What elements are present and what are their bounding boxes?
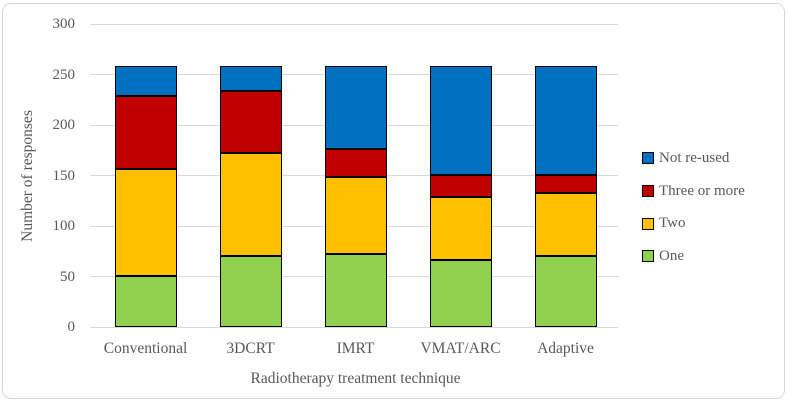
bar-segment-two xyxy=(429,196,492,261)
bar-segment-not-re-used xyxy=(429,66,492,175)
bar-segment-two xyxy=(324,176,387,255)
gridline-0 xyxy=(90,326,618,328)
bar-segment-one xyxy=(534,256,597,327)
y-tick-label-100: 100 xyxy=(52,218,76,234)
legend-swatch-icon xyxy=(642,250,654,263)
gridline-300 xyxy=(90,23,618,25)
bar-segment-three-or-more xyxy=(114,95,177,170)
bar-segment-not-re-used xyxy=(219,66,282,91)
legend-item-three-or-more: Three or more xyxy=(642,175,745,208)
y-tick-label-200: 200 xyxy=(52,117,76,133)
bar-3DCRT xyxy=(219,66,282,327)
bar-segment-two xyxy=(534,192,597,257)
category-label-Conventional: Conventional xyxy=(103,340,188,357)
category-label-IMRT: IMRT xyxy=(336,340,375,357)
legend: Not re-used Three or more Two One xyxy=(642,142,745,273)
bar-segment-three-or-more xyxy=(219,90,282,154)
bar-segment-two xyxy=(114,169,177,276)
legend-item-one: One xyxy=(642,240,745,273)
bar-segment-two xyxy=(219,153,282,257)
legend-label: Not re-used xyxy=(659,149,730,166)
bar-segment-not-re-used xyxy=(324,66,387,150)
bar-segment-one xyxy=(429,260,492,327)
bar-segment-three-or-more xyxy=(429,174,492,197)
legend-label: Three or more xyxy=(659,182,745,199)
bar-segment-not-re-used xyxy=(114,66,177,96)
bar-IMRT xyxy=(324,66,387,327)
legend-label: Two xyxy=(659,215,686,232)
y-axis-title: Number of responses xyxy=(19,110,36,242)
legend-item-two: Two xyxy=(642,207,745,240)
y-tick-label-0: 0 xyxy=(67,319,76,335)
category-label-Adaptive: Adaptive xyxy=(537,340,594,357)
y-tick-label-150: 150 xyxy=(52,167,76,184)
bar-segment-one xyxy=(324,254,387,327)
bar-segment-one xyxy=(114,275,177,327)
y-tick-label-50: 50 xyxy=(60,268,75,285)
bar-segment-one xyxy=(219,256,282,327)
legend-label: One xyxy=(659,247,684,264)
bar-VMAT/ARC xyxy=(429,66,492,327)
legend-item-not-re-used: Not re-used xyxy=(642,142,745,175)
bar-segment-three-or-more xyxy=(534,174,597,193)
category-label-3DCRT: 3DCRT xyxy=(226,340,275,357)
bar-Conventional xyxy=(114,66,177,327)
legend-swatch-icon xyxy=(642,217,654,230)
y-tick-label-300: 300 xyxy=(52,16,76,32)
legend-swatch-icon xyxy=(642,185,654,198)
category-label-VMAT/ARC: VMAT/ARC xyxy=(420,340,501,357)
x-axis-title: Radiotherapy treatment technique xyxy=(250,370,461,387)
bar-Adaptive xyxy=(534,66,597,327)
bar-segment-not-re-used xyxy=(534,66,597,175)
legend-swatch-icon xyxy=(642,152,654,165)
y-tick-label-250: 250 xyxy=(52,66,76,83)
bar-segment-three-or-more xyxy=(324,149,387,177)
